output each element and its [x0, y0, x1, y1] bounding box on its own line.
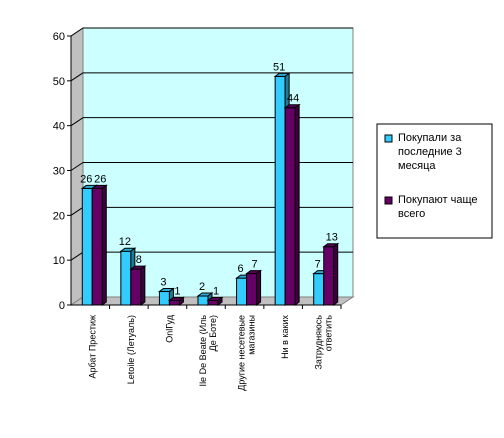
- category-label: Другие несетевыемагазины: [237, 315, 257, 391]
- bars: [80, 72, 340, 306]
- bar-front: [284, 107, 296, 306]
- gridline-side: [70, 72, 84, 82]
- legend: Покупали за последние 3 месяца Покупают чащ…: [376, 123, 493, 239]
- category-label-line: магазины: [247, 315, 257, 355]
- bar-side: [101, 184, 107, 306]
- category-label: Ile De Beate (ИльДе Боте): [198, 315, 218, 387]
- legend-swatch: [384, 134, 393, 143]
- bar-front: [323, 246, 335, 306]
- data-label: 7: [252, 259, 258, 271]
- bar-front: [91, 187, 103, 306]
- y-tick-label: 30: [53, 166, 65, 178]
- bar: [129, 265, 147, 306]
- category-label-line: Letoile (Летуаль): [126, 315, 136, 384]
- category-label-line: Ни в каких: [280, 315, 290, 359]
- category-label-line: ответить: [324, 315, 334, 352]
- legend-item: Покупали за последние 3 месяца: [384, 132, 462, 172]
- category-label-line: Ile De Beate (Иль: [198, 315, 208, 387]
- data-label: 26: [80, 173, 92, 185]
- bar: [206, 296, 224, 306]
- gridline-side: [70, 251, 84, 261]
- bar-side: [140, 265, 146, 306]
- bar-front: [236, 277, 248, 306]
- y-tick-label: 40: [53, 121, 65, 133]
- legend-item: Покупают чаще всего: [384, 194, 478, 220]
- data-label: 1: [174, 286, 180, 298]
- category-label: Арбат Престиж: [87, 315, 97, 379]
- y-tick-label: 60: [53, 31, 65, 43]
- category-label: Ни в каких: [280, 315, 290, 359]
- legend-swatch: [384, 196, 393, 205]
- legend-label-line: всего: [398, 208, 425, 220]
- bar: [322, 242, 340, 306]
- category-label: OnlГуд: [164, 314, 174, 342]
- data-label: 6: [238, 263, 244, 275]
- y-tick-label: 0: [59, 300, 65, 312]
- bar-side: [256, 269, 262, 306]
- data-label: 3: [160, 277, 166, 289]
- category-label-line: Другие несетевые: [237, 315, 247, 391]
- bar-front: [81, 187, 93, 306]
- legend-label-line: месяца: [398, 160, 436, 172]
- bar-front: [313, 273, 325, 306]
- bar-front: [120, 250, 132, 306]
- bar-front: [168, 300, 180, 306]
- y-tick-label: 10: [53, 255, 65, 267]
- data-label: 51: [273, 61, 285, 73]
- data-label: 26: [94, 173, 106, 185]
- bar-side: [217, 296, 223, 306]
- data-label: 8: [136, 254, 142, 266]
- bar-front: [197, 295, 209, 306]
- bar-side: [294, 103, 300, 306]
- y-tick-label: 20: [53, 210, 65, 222]
- axes: 0 10 20 30 40 50 60 Арбат Престиж Letoile (Летуа…: [53, 31, 342, 391]
- bar: [90, 184, 108, 306]
- bar: [283, 103, 301, 306]
- legend-label-line: Покупают чаще: [398, 194, 478, 206]
- legend-label: Покупают чаще всего: [398, 194, 478, 220]
- data-label: 12: [119, 236, 131, 248]
- legend-label-line: последние 3: [398, 146, 462, 158]
- category-label-line: Арбат Престиж: [87, 315, 97, 379]
- plot-area: [69, 27, 355, 306]
- data-label: 2: [199, 281, 205, 293]
- bar-front: [207, 300, 219, 306]
- legend-label-line: Покупали за: [398, 132, 462, 144]
- category-label-line: OnlГуд: [164, 314, 174, 342]
- bar-side: [178, 296, 184, 306]
- y-tick-label: 50: [53, 76, 65, 88]
- legend-label: Покупали за последние 3 месяца: [398, 132, 462, 172]
- category-label: Letoile (Летуаль): [126, 315, 136, 384]
- gridline-side: [70, 27, 84, 37]
- legend-box: [376, 123, 493, 239]
- bar-front: [158, 291, 170, 306]
- bar-front: [130, 268, 142, 306]
- gridline-side: [70, 206, 84, 216]
- category-label-line: Затрудняюсь: [314, 315, 324, 370]
- category-label-line: Де Боте): [208, 315, 218, 351]
- data-label: 1: [213, 286, 219, 298]
- category-label: Затрудняюсьответить: [314, 315, 334, 370]
- gridline-side: [70, 117, 84, 127]
- data-label: 7: [315, 259, 321, 271]
- bar-front: [246, 273, 258, 306]
- bar: [167, 296, 185, 306]
- gridline-side: [70, 162, 84, 171]
- bar-front: [274, 75, 286, 306]
- data-label: 44: [287, 93, 299, 105]
- data-label: 13: [326, 232, 338, 244]
- bar-side: [333, 242, 339, 306]
- bar: [245, 269, 263, 306]
